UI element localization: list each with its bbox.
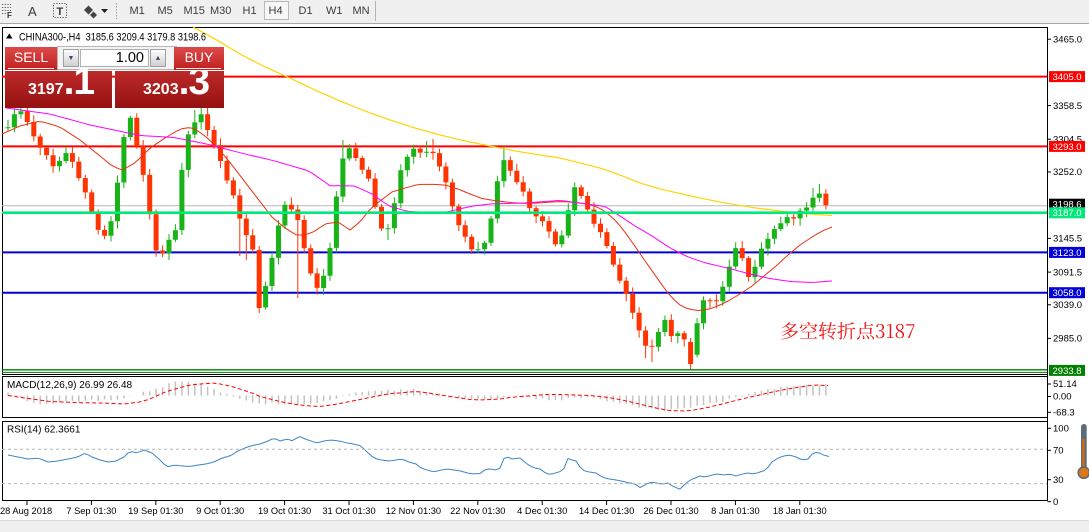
svg-text:T: T (57, 6, 64, 18)
svg-text:30: 30 (1053, 475, 1064, 486)
svg-text:28 Aug 2018: 28 Aug 2018 (0, 506, 52, 516)
svg-text:14 Dec 01:30: 14 Dec 01:30 (579, 506, 634, 516)
svg-text:RSI(14) 62.3661: RSI(14) 62.3661 (7, 425, 81, 436)
svg-text:51.14: 51.14 (1053, 379, 1077, 390)
svg-text:70: 70 (1053, 446, 1064, 457)
svg-text:4 Dec 01:30: 4 Dec 01:30 (517, 506, 567, 516)
svg-text:100: 100 (1053, 424, 1069, 435)
svg-text:3198.6: 3198.6 (1053, 200, 1082, 211)
svg-text:26 Dec 01:30: 26 Dec 01:30 (643, 506, 698, 516)
svg-text:3123.0: 3123.0 (1053, 248, 1082, 259)
svg-text:MACD(12,26,9) 26.99 26.48: MACD(12,26,9) 26.99 26.48 (7, 380, 133, 391)
svg-text:7 Sep 01:30: 7 Sep 01:30 (66, 506, 116, 516)
svg-text:CHINA300-,H4 3185.6 3209.4 31: CHINA300-,H4 3185.6 3209.4 3179.8 3198.6 (19, 32, 206, 44)
svg-text:8 Jan 01:30: 8 Jan 01:30 (711, 506, 760, 516)
svg-text:12 Nov 01:30: 12 Nov 01:30 (386, 506, 441, 516)
svg-text:22 Nov 01:30: 22 Nov 01:30 (450, 506, 505, 516)
svg-text:9 Oct 01:30: 9 Oct 01:30 (196, 506, 244, 516)
svg-text:3252.0: 3252.0 (1053, 167, 1082, 178)
svg-text:3058.0: 3058.0 (1053, 288, 1082, 299)
svg-text:3145.5: 3145.5 (1053, 234, 1082, 245)
svg-text:3293.0: 3293.0 (1053, 142, 1082, 153)
svg-text:3304.5: 3304.5 (1053, 134, 1082, 145)
svg-text:19 Sep 01:30: 19 Sep 01:30 (128, 506, 183, 516)
svg-text:2933.8: 2933.8 (1053, 366, 1082, 377)
svg-text:0: 0 (1053, 497, 1058, 508)
svg-text:2985.0: 2985.0 (1053, 334, 1082, 345)
svg-text:19 Oct 01:30: 19 Oct 01:30 (258, 506, 311, 516)
svg-text:3465.0: 3465.0 (1053, 34, 1082, 45)
svg-text:-68.3: -68.3 (1053, 408, 1075, 419)
svg-text:F: F (7, 11, 12, 20)
svg-text:3187.0: 3187.0 (1053, 208, 1082, 219)
svg-text:0.00: 0.00 (1053, 392, 1072, 403)
svg-text:3039.0: 3039.0 (1053, 300, 1082, 311)
svg-text:3091.5: 3091.5 (1053, 267, 1082, 278)
svg-text:3405.0: 3405.0 (1053, 72, 1082, 83)
svg-text:31 Oct 01:30: 31 Oct 01:30 (322, 506, 375, 516)
svg-text:18 Jan 01:30: 18 Jan 01:30 (773, 506, 827, 516)
svg-text:A: A (28, 4, 37, 19)
svg-text:3358.5: 3358.5 (1053, 101, 1082, 112)
